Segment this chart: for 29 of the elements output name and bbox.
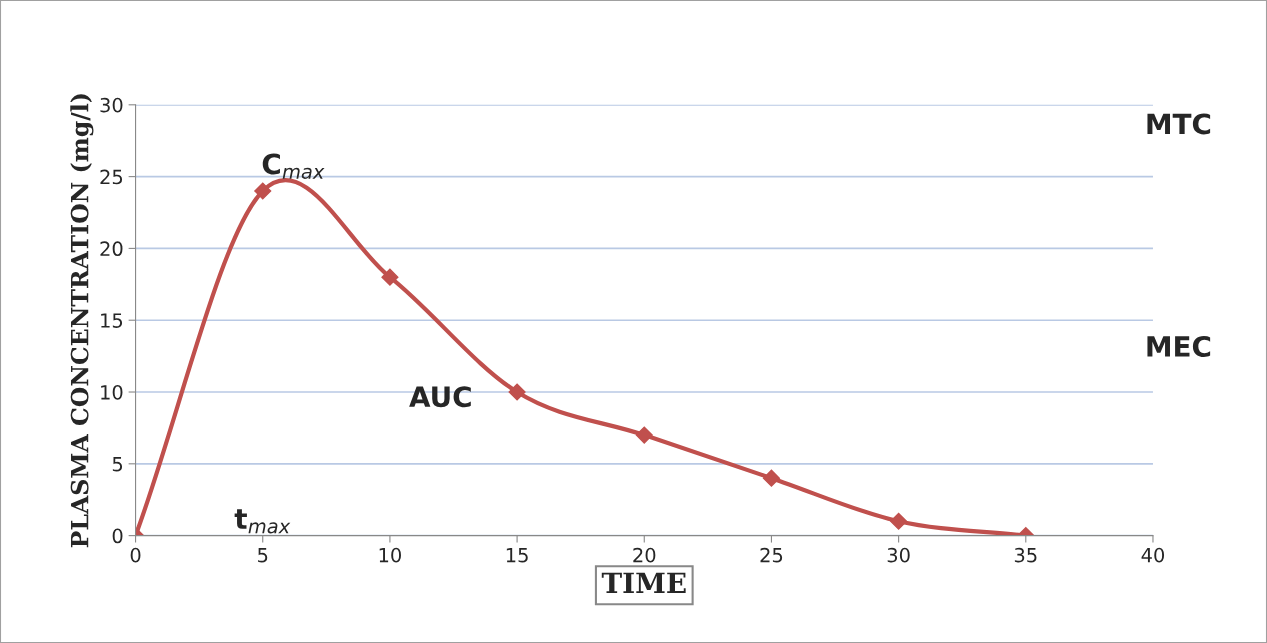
x-tick-label: 30 <box>887 547 910 563</box>
annotation: AUC <box>409 386 471 408</box>
x-axis-title: TIME <box>601 572 686 593</box>
annotation: C$_{max}$ <box>262 153 325 179</box>
y-tick-label: 25 <box>100 169 123 185</box>
annotation: t$_{max}$ <box>234 509 291 534</box>
y-axis-title: PLASMA CONCENTRATION (mg/l) <box>70 94 94 548</box>
point <box>762 469 780 487</box>
point <box>508 383 526 401</box>
x-tick-label: 20 <box>633 547 656 563</box>
point <box>381 268 399 286</box>
y-tick-label: 5 <box>112 457 123 472</box>
y-tick-label: 10 <box>101 384 123 400</box>
y-tick-label: 0 <box>112 528 123 544</box>
y-tick-label: 20 <box>100 241 123 257</box>
x-tick-label: 0 <box>130 547 141 563</box>
annotation: MEC <box>1147 335 1211 357</box>
x-tick-label: 10 <box>379 547 401 563</box>
y-tick-label: 30 <box>100 97 123 113</box>
x-tick-label: 40 <box>1141 547 1165 563</box>
x-tick-label: 25 <box>760 547 783 563</box>
point <box>890 512 908 530</box>
x-tick-label: 5 <box>258 548 268 563</box>
annotation: MTC <box>1147 113 1211 135</box>
x-tick-label: 15 <box>506 548 528 563</box>
y-tick-label: 15 <box>101 313 123 328</box>
point <box>254 182 272 200</box>
x-tick-label: 35 <box>1014 547 1037 563</box>
point <box>635 426 653 444</box>
